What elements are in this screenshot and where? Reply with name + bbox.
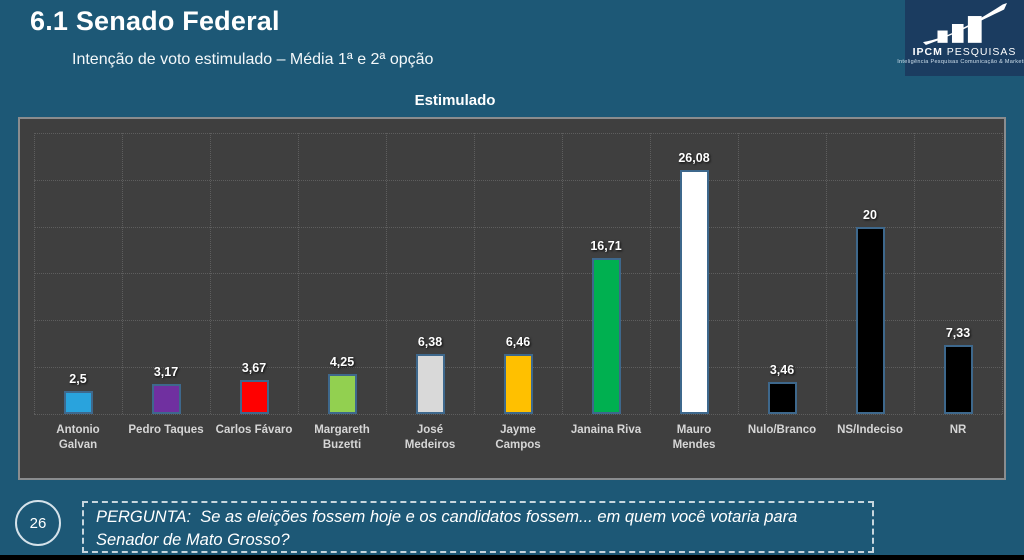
chart-column-jayme-campos: 6,46 Jayme Campos bbox=[474, 119, 562, 478]
chart-column-mauro-mendes: 26,08 Mauro Mendes bbox=[650, 119, 738, 478]
category-label-jayme-campos: Jayme Campos bbox=[495, 424, 541, 451]
bar-carlos-f-varo bbox=[239, 379, 269, 414]
bar-value-jos-medeiros: 6,38 bbox=[417, 334, 443, 349]
chart-column-carlos-f-varo: 3,67 Carlos Fávaro bbox=[210, 119, 298, 478]
gridline-vertical bbox=[474, 133, 475, 414]
page-number: 26 bbox=[29, 514, 47, 532]
bar-value-pedro-taques: 3,17 bbox=[153, 364, 179, 379]
gridline-vertical bbox=[122, 133, 123, 414]
gridline-vertical bbox=[1002, 133, 1003, 414]
chart-column-margareth-buzetti: 4,25 Margareth Buzetti bbox=[298, 119, 386, 478]
bar-nr bbox=[943, 344, 973, 414]
gridline-horizontal bbox=[34, 226, 1002, 228]
category-label-nulo-branco: Nulo/Branco bbox=[747, 424, 817, 436]
gridline-vertical bbox=[562, 133, 563, 414]
bar-value-margareth-buzetti: 4,25 bbox=[329, 354, 355, 369]
category-label-janaina-riva: Janaina Riva bbox=[570, 424, 642, 436]
gridline-vertical bbox=[386, 133, 387, 414]
bottom-strip bbox=[0, 555, 1024, 560]
gridline-vertical bbox=[650, 133, 651, 414]
bar-pedro-taques bbox=[151, 383, 181, 414]
bar-value-janaina-riva: 16,71 bbox=[590, 238, 622, 253]
bar-value-mauro-mendes: 26,08 bbox=[678, 150, 710, 165]
page-title: 6.1 Senado Federal bbox=[30, 6, 280, 36]
logo-brand-bold: IPCM bbox=[912, 46, 943, 58]
bar-jayme-campos bbox=[503, 353, 533, 414]
bar-margareth-buzetti bbox=[327, 373, 357, 414]
gridline-horizontal bbox=[34, 320, 1002, 322]
bar-value-carlos-f-varo: 3,67 bbox=[241, 360, 267, 375]
bar-nulo-branco bbox=[767, 381, 797, 414]
chart-title: Estimulado bbox=[414, 92, 496, 109]
bar-value-nulo-branco: 3,46 bbox=[769, 362, 795, 377]
chart-column-nulo-branco: 3,46 Nulo/Branco bbox=[738, 119, 826, 478]
category-label-mauro-mendes: Mauro Mendes bbox=[672, 424, 716, 451]
plot-area: 2,5 Antonio Galvan 3,17 Pedro Taques 3,67 Car… bbox=[18, 117, 1006, 480]
chart-title-wrap: Estimulado bbox=[0, 92, 910, 110]
survey-question-box: PERGUNTA: Se as eleições fossem hoje e o… bbox=[82, 501, 874, 553]
bar-chart-swoosh-icon bbox=[922, 3, 1007, 45]
gridline-vertical bbox=[738, 133, 739, 414]
logo-brand-text: IPCM PESQUISAS bbox=[913, 46, 1017, 58]
chart-column-janaina-riva: 16,71 Janaina Riva bbox=[562, 119, 650, 478]
chart-column-pedro-taques: 3,17 Pedro Taques bbox=[122, 119, 210, 478]
gridline-horizontal bbox=[34, 133, 1002, 134]
category-label-jos-medeiros: José Medeiros bbox=[404, 424, 456, 451]
chart-column-antonio-galvan: 2,5 Antonio Galvan bbox=[34, 119, 122, 478]
category-label-nr: NR bbox=[949, 424, 967, 436]
gridline-vertical bbox=[210, 133, 211, 414]
bar-janaina-riva bbox=[591, 257, 621, 414]
category-label-margareth-buzetti: Margareth Buzetti bbox=[314, 424, 370, 451]
chart-column-nr: 7,33 NR bbox=[914, 119, 1002, 478]
page-subtitle: Intenção de voto estimulado – Média 1ª e… bbox=[72, 51, 434, 68]
gridline-horizontal bbox=[34, 413, 1002, 415]
category-label-carlos-f-varo: Carlos Fávaro bbox=[215, 424, 293, 436]
bar-antonio-galvan bbox=[63, 390, 93, 414]
category-label-ns-indeciso: NS/Indeciso bbox=[837, 424, 903, 436]
gridline-vertical bbox=[298, 133, 299, 414]
bar-value-jayme-campos: 6,46 bbox=[505, 334, 531, 349]
chart-column-jos-medeiros: 6,38 José Medeiros bbox=[386, 119, 474, 478]
chart-column-ns-indeciso: 20 NS/Indeciso bbox=[826, 119, 914, 478]
bar-value-nr: 7,33 bbox=[945, 325, 971, 340]
category-label-pedro-taques: Pedro Taques bbox=[128, 424, 204, 436]
gridline-vertical bbox=[914, 133, 915, 414]
bar-jos-medeiros bbox=[415, 353, 445, 414]
ipcm-logo: IPCM PESQUISAS Inteligência Pesquisas Co… bbox=[897, 0, 1024, 76]
gridline-horizontal bbox=[34, 273, 1002, 275]
bar-ns-indeciso bbox=[855, 226, 885, 414]
gridline-horizontal bbox=[34, 179, 1002, 181]
logo-tagline: Inteligência Pesquisas Comunicação & Mar… bbox=[897, 59, 1024, 65]
category-label-antonio-galvan: Antonio Galvan bbox=[56, 424, 100, 451]
bar-mauro-mendes bbox=[679, 169, 709, 414]
bar-value-ns-indeciso: 20 bbox=[863, 207, 877, 222]
bar-value-antonio-galvan: 2,5 bbox=[69, 371, 87, 386]
logo-brand-rest: PESQUISAS bbox=[942, 46, 1017, 58]
page-number-badge: 26 bbox=[15, 500, 61, 546]
gridline-vertical bbox=[34, 133, 35, 414]
gridline-vertical bbox=[826, 133, 827, 414]
